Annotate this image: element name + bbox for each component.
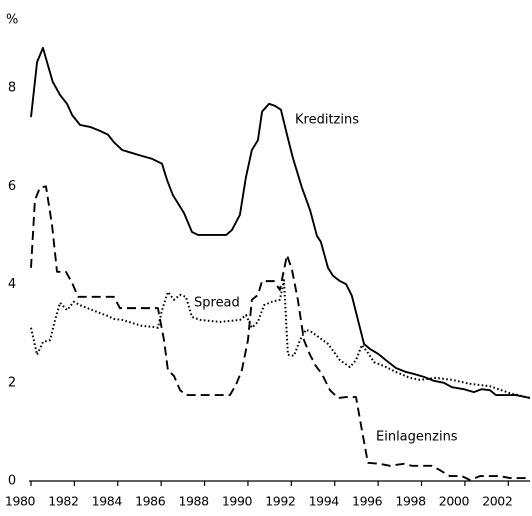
x-tick-label: 1980: [5, 494, 36, 509]
x-tick-label: 1984: [92, 494, 123, 509]
y-tick-label: 6: [8, 179, 16, 194]
series-label: Spread: [194, 296, 240, 311]
line-solid: [30, 46, 531, 399]
x-tick-label: 1998: [395, 494, 426, 509]
x-tick-label: 1986: [135, 494, 166, 509]
x-tick-label: 2000: [439, 494, 470, 509]
x-tick-label: 1996: [352, 494, 383, 509]
series-label: Kreditzins: [295, 113, 359, 128]
x-tick-label: 1992: [265, 494, 295, 509]
x-tick-label: 1988: [178, 494, 209, 509]
y-tick-label: 4: [8, 277, 16, 292]
line-dotted: [30, 279, 531, 399]
y-tick-label: 8: [8, 81, 16, 96]
x-tick-label: 1994: [309, 494, 340, 509]
series-label: Einlagenzins: [376, 430, 458, 445]
line-dashed: [30, 185, 530, 481]
y-tick-label: 2: [8, 375, 16, 390]
x-tick-label: 1982: [48, 494, 78, 509]
y-unit-label: %: [6, 13, 18, 28]
x-tick-label: 1990: [222, 494, 253, 509]
y-tick-label: 0: [8, 474, 16, 489]
x-tick-label: 2002: [482, 494, 512, 509]
